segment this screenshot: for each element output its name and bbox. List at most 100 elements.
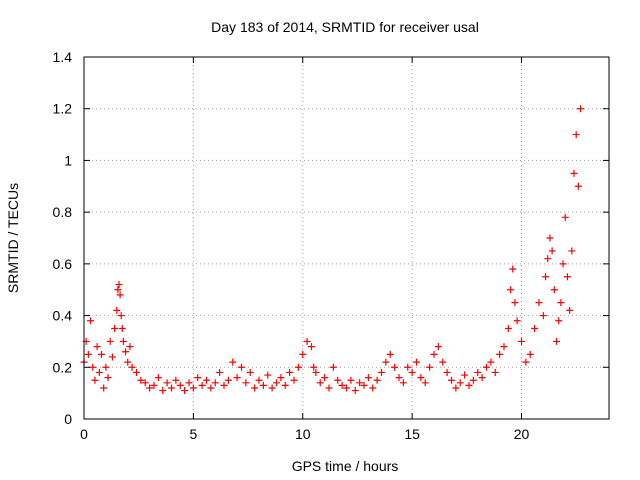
data-point [421, 379, 429, 387]
x-tick-labels: 0 5 10 15 20 [80, 426, 529, 442]
data-point [360, 381, 368, 389]
data-point [98, 350, 105, 358]
data-point [509, 265, 517, 273]
data-point [483, 363, 490, 371]
data-point [159, 387, 167, 395]
data-point [404, 363, 412, 371]
data-point [286, 368, 294, 376]
data-point [531, 325, 539, 332]
y-tick-label: 0.4 [53, 308, 73, 324]
data-points [80, 105, 585, 395]
data-point [504, 325, 512, 332]
data-point [312, 368, 320, 376]
data-point [126, 343, 134, 351]
data-point [273, 379, 280, 387]
data-point [347, 376, 355, 384]
data-point [316, 379, 324, 387]
data-point [570, 169, 578, 177]
data-point [111, 325, 119, 332]
data-point [474, 368, 482, 376]
y-tick-label: 0.8 [53, 204, 73, 220]
y-axis-label: SRMTID / TECUs [5, 183, 21, 293]
data-point [568, 247, 576, 255]
data-point [106, 337, 114, 345]
data-point [163, 379, 171, 387]
chart-title: Day 183 of 2014, SRMTID for receiver usa… [211, 19, 479, 35]
data-point [555, 317, 563, 325]
data-point [102, 363, 110, 371]
data-point [277, 374, 285, 382]
data-point [113, 306, 121, 314]
y-tick-label: 1 [64, 152, 72, 168]
data-point [546, 234, 554, 242]
data-point [128, 363, 136, 371]
data-point [168, 384, 175, 392]
data-point [122, 348, 130, 356]
data-point [299, 350, 307, 358]
data-point [364, 374, 372, 382]
data-point [281, 381, 289, 389]
data-point [87, 317, 95, 325]
data-point [550, 286, 558, 294]
data-point [443, 368, 451, 376]
data-point [100, 384, 108, 392]
data-point [557, 299, 565, 307]
data-point [465, 381, 473, 389]
data-point [216, 368, 224, 376]
data-point [198, 381, 206, 389]
data-point [507, 286, 515, 294]
data-point [469, 376, 477, 384]
x-tick-label: 5 [189, 426, 197, 442]
data-point [294, 363, 302, 371]
x-tick-label: 10 [295, 426, 311, 442]
data-point [563, 273, 571, 281]
data-point [356, 379, 364, 387]
data-point [194, 374, 202, 382]
data-point [544, 255, 552, 263]
data-point [246, 368, 254, 376]
data-point [150, 381, 158, 389]
data-point [104, 374, 112, 382]
data-point [233, 374, 241, 382]
data-point [329, 363, 337, 371]
data-point [539, 312, 547, 320]
data-point [439, 358, 447, 366]
x-tick-label: 0 [80, 426, 88, 442]
data-point [146, 384, 154, 392]
plot-frame [83, 56, 610, 420]
data-point [108, 353, 116, 361]
data-point [338, 381, 346, 389]
data-point [268, 384, 276, 392]
data-point [413, 358, 420, 366]
axis-ticks [83, 56, 609, 420]
data-point [395, 374, 403, 382]
y-tick-label: 0 [64, 411, 72, 427]
data-point [559, 260, 567, 268]
data-point [553, 337, 560, 345]
data-point [513, 317, 521, 325]
data-point [500, 343, 508, 351]
data-point [461, 371, 469, 379]
data-point [373, 376, 381, 384]
data-point [154, 374, 162, 382]
data-point [511, 299, 519, 307]
data-point [526, 350, 534, 358]
data-point [351, 387, 359, 395]
data-point [181, 387, 189, 395]
y-tick-label: 0.2 [53, 359, 73, 375]
data-point [522, 358, 530, 366]
data-point [310, 363, 318, 371]
data-point [207, 384, 215, 392]
data-point [224, 376, 232, 384]
data-point [238, 363, 245, 371]
data-point [93, 343, 101, 351]
data-point [518, 337, 525, 345]
data-point [399, 379, 407, 387]
data-point [220, 381, 228, 389]
data-point [369, 384, 377, 392]
data-point [185, 379, 193, 387]
data-point [417, 374, 425, 382]
data-point [189, 384, 197, 392]
y-tick-label: 1.2 [53, 101, 73, 117]
